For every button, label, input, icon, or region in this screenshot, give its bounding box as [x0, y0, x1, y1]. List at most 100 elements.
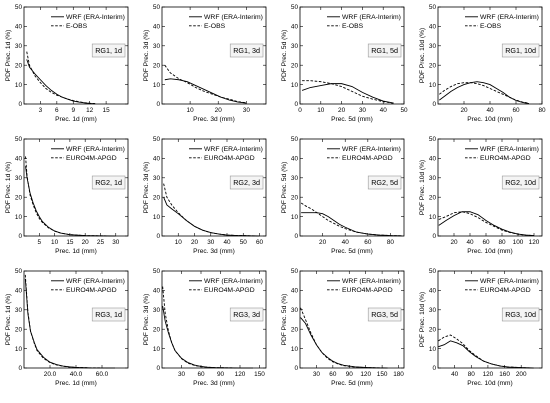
plot-frame [299, 138, 405, 237]
x-tick-label: 40 [486, 107, 494, 114]
y-tick-label: 20 [15, 194, 23, 201]
series-line [438, 211, 535, 237]
region-label: RG2, 3d [233, 178, 260, 187]
y-tick-label: 0 [432, 101, 436, 108]
y-tick-label: 40 [429, 156, 437, 163]
y-axis-label: PDF Prec. 5d (%) [281, 162, 288, 214]
x-tick-label: 80 [387, 239, 395, 246]
legend-label: WRF (ERA-Interim) [66, 146, 125, 153]
y-tick-label: 40 [291, 24, 299, 31]
x-tick-label: 40 [451, 371, 459, 378]
x-tick-label: 200 [516, 371, 527, 378]
y-tick-label: 40 [153, 24, 161, 31]
y-tick-label: 30 [291, 43, 299, 50]
panel: 0 10 20 30 40 50 0 10 20 30 40 50 Prec. 5d (mm) PDF P… [281, 4, 408, 123]
region-label: RG1, 5d [371, 46, 398, 55]
region-label-box [229, 43, 264, 58]
region-label-box [501, 307, 540, 322]
x-tick-label: 40 [223, 239, 231, 246]
y-tick-label: 0 [156, 233, 160, 240]
y-tick-label: 0 [156, 365, 160, 372]
region-label-box [501, 175, 540, 190]
y-tick-label: 50 [291, 136, 299, 143]
plot-frame [299, 6, 405, 105]
y-tick-label: 20 [153, 62, 161, 69]
panel: 0 10 20 30 40 50 5 10 15 20 25 30 Prec. 1d (mm) PDF P… [5, 136, 129, 255]
y-tick-label: 10 [153, 346, 161, 353]
x-tick-label: 60 [256, 239, 264, 246]
legend-label: E-OBS [480, 23, 502, 30]
legend-label: WRF (ERA-Interim) [480, 14, 539, 21]
x-tick-label: 30 [359, 107, 367, 114]
region-label-box [367, 43, 402, 58]
y-tick-label: 20 [153, 326, 161, 333]
x-axis-label: Prec. 1d (mm) [55, 248, 97, 255]
legend-label: WRF (ERA-Interim) [480, 146, 539, 153]
x-tick-label: 100 [513, 239, 524, 246]
y-tick-label: 20 [429, 326, 437, 333]
x-tick-label: 150 [254, 371, 265, 378]
y-tick-label: 20 [15, 62, 23, 69]
x-tick-label: 80 [468, 371, 476, 378]
y-tick-label: 20 [429, 194, 437, 201]
y-tick-label: 40 [153, 288, 161, 295]
x-tick-label: 150 [377, 371, 388, 378]
y-tick-label: 40 [15, 24, 23, 31]
series-line [439, 81, 530, 105]
panel: 0 10 20 30 40 50 40 80 120 160 200 Prec. 10d (mm) PD… [419, 268, 543, 387]
series-line [25, 156, 116, 237]
y-tick-label: 50 [291, 4, 299, 11]
x-tick-label: 10 [187, 107, 195, 114]
y-tick-label: 30 [15, 43, 23, 50]
region-label: RG3, 5d [371, 310, 398, 319]
series-line [438, 340, 534, 369]
y-tick-label: 10 [15, 214, 23, 221]
x-tick-label: 10 [317, 107, 325, 114]
x-tick-label: 6 [55, 107, 59, 114]
y-tick-label: 10 [15, 346, 23, 353]
y-tick-label: 10 [153, 214, 161, 221]
y-tick-label: 40 [15, 288, 23, 295]
legend-label: E-OBS [204, 23, 226, 30]
x-tick-label: 50 [240, 239, 248, 246]
legend-label: WRF (ERA-Interim) [480, 278, 539, 285]
x-tick-label: 9 [71, 107, 75, 114]
y-tick-label: 20 [291, 62, 299, 69]
x-axis-label: Prec. 10d (mm) [467, 116, 512, 123]
y-tick-label: 30 [291, 307, 299, 314]
x-tick-label: 10 [51, 239, 59, 246]
plot-frame [437, 138, 543, 237]
series-line [439, 82, 530, 104]
plot-frame [161, 270, 267, 369]
x-tick-label: 180 [393, 371, 404, 378]
y-axis-label: PDF Prec. 3d (%) [143, 30, 150, 82]
legend-label: EURO4M-APGD [204, 287, 255, 294]
series-line [301, 83, 394, 104]
x-tick-label: 15 [66, 239, 74, 246]
y-tick-label: 20 [153, 194, 161, 201]
x-tick-label: 30 [112, 239, 120, 246]
legend-label: WRF (ERA-Interim) [66, 14, 125, 21]
y-tick-label: 0 [294, 101, 298, 108]
x-tick-label: 40 [380, 107, 388, 114]
legend-label: WRF (ERA-Interim) [342, 14, 401, 21]
x-tick-label: 160 [499, 371, 510, 378]
y-tick-label: 0 [18, 233, 22, 240]
panel: 0 10 20 30 40 50 20.0 40.0 60.0 Prec. 1d (mm) PDF … [5, 268, 129, 387]
x-tick-label: 50 [400, 107, 408, 114]
x-tick-label: 80 [498, 239, 506, 246]
x-tick-label: 30 [243, 107, 251, 114]
y-axis-label: PDF Prec. 3d (%) [143, 294, 150, 346]
legend-label: WRF (ERA-Interim) [204, 14, 263, 21]
x-axis-label: Prec. 3d (mm) [193, 116, 235, 123]
x-tick-label: 40 [342, 239, 350, 246]
plot-frame [437, 270, 543, 369]
y-tick-label: 10 [291, 346, 299, 353]
panel: 0 10 20 30 40 50 10 20 30 40 50 60 Prec. 3d (mm) PDF … [143, 136, 267, 255]
y-tick-label: 30 [15, 175, 23, 182]
region-label: RG1, 10d [505, 46, 536, 55]
x-axis-label: Prec. 5d (mm) [331, 116, 373, 123]
x-tick-label: 30 [313, 371, 321, 378]
x-tick-label: 60 [197, 371, 205, 378]
x-axis-label: Prec. 1d (mm) [55, 380, 97, 387]
